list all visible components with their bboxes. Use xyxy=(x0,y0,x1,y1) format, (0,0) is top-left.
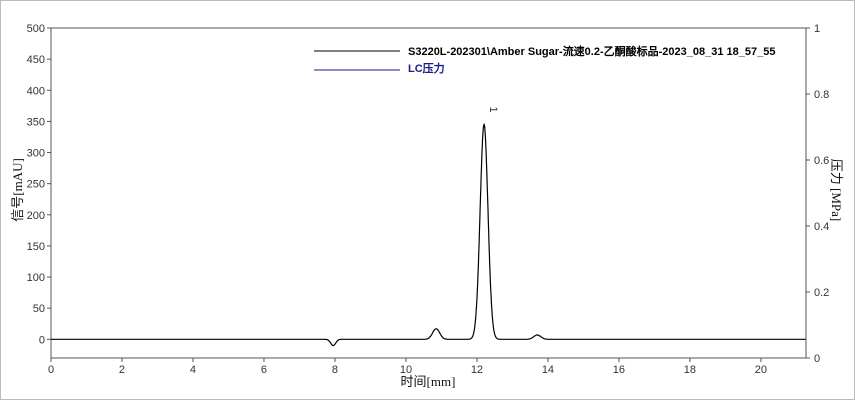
y2-tick-label: 1 xyxy=(814,23,820,35)
x-tick-label: 12 xyxy=(471,364,483,376)
y2-tick-label: 0.8 xyxy=(814,89,829,101)
plot-area xyxy=(50,27,807,359)
x-tick-label: 8 xyxy=(332,364,338,376)
y-tick-label: 200 xyxy=(27,210,45,222)
y-tick-label: 0 xyxy=(39,334,45,346)
legend-label-signal: S3220L-202301\Amber Sugar-流速0.2-乙酮酸标品-20… xyxy=(408,44,775,58)
y-tick-label: 350 xyxy=(27,116,45,128)
x-tick-label: 16 xyxy=(613,364,625,376)
y2-tick-label: 0 xyxy=(814,353,820,365)
x-axis-label: 时间[mm] xyxy=(401,374,456,389)
x-tick-label: 18 xyxy=(684,364,696,376)
y2-tick-label: 0.6 xyxy=(814,155,829,167)
x-tick-label: 6 xyxy=(261,364,267,376)
y2-tick-label: 0.2 xyxy=(814,287,829,299)
y-tick-label: 150 xyxy=(27,241,45,253)
y2-axis-label: 压力 [MPa] xyxy=(829,159,844,221)
x-tick-label: 20 xyxy=(755,364,767,376)
y-tick-label: 400 xyxy=(27,85,45,97)
x-tick-label: 4 xyxy=(190,364,196,376)
y-tick-label: 100 xyxy=(27,272,45,284)
y-tick-label: 450 xyxy=(27,54,45,66)
y-tick-label: 50 xyxy=(33,303,45,315)
x-tick-label: 14 xyxy=(542,364,554,376)
y2-tick-label: 0.4 xyxy=(814,221,829,233)
peak-label: 1 xyxy=(487,107,499,113)
series-signal-line xyxy=(51,122,806,347)
legend: S3220L-202301\Amber Sugar-流速0.2-乙酮酸标品-20… xyxy=(314,44,775,75)
legend-label-pressure: LC压力 xyxy=(408,61,445,75)
x-tick-label: 0 xyxy=(48,364,54,376)
x-tick-label: 10 xyxy=(400,364,412,376)
y-tick-label: 500 xyxy=(27,23,45,35)
y-axis-label: 信号[mAU] xyxy=(10,158,25,222)
y-tick-label: 300 xyxy=(27,148,45,160)
y-tick-label: 250 xyxy=(27,179,45,191)
x-tick-label: 2 xyxy=(119,364,125,376)
